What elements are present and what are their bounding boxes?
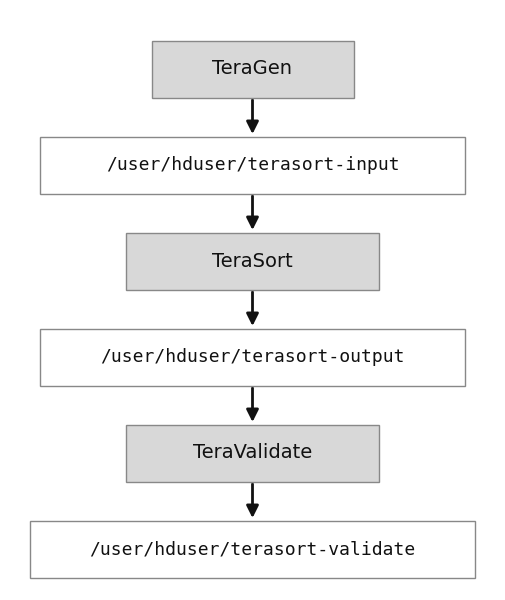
FancyBboxPatch shape	[152, 40, 354, 97]
Text: TeraValidate: TeraValidate	[193, 443, 312, 463]
FancyBboxPatch shape	[126, 425, 379, 481]
FancyBboxPatch shape	[40, 136, 465, 193]
Text: TeraGen: TeraGen	[213, 59, 292, 79]
FancyBboxPatch shape	[30, 520, 475, 577]
FancyBboxPatch shape	[126, 233, 379, 289]
Text: /user/hduser/terasort-output: /user/hduser/terasort-output	[100, 348, 405, 366]
Text: /user/hduser/terasort-validate: /user/hduser/terasort-validate	[89, 540, 416, 558]
Text: /user/hduser/terasort-input: /user/hduser/terasort-input	[106, 156, 399, 174]
Text: TeraSort: TeraSort	[212, 251, 293, 271]
FancyBboxPatch shape	[40, 329, 465, 385]
